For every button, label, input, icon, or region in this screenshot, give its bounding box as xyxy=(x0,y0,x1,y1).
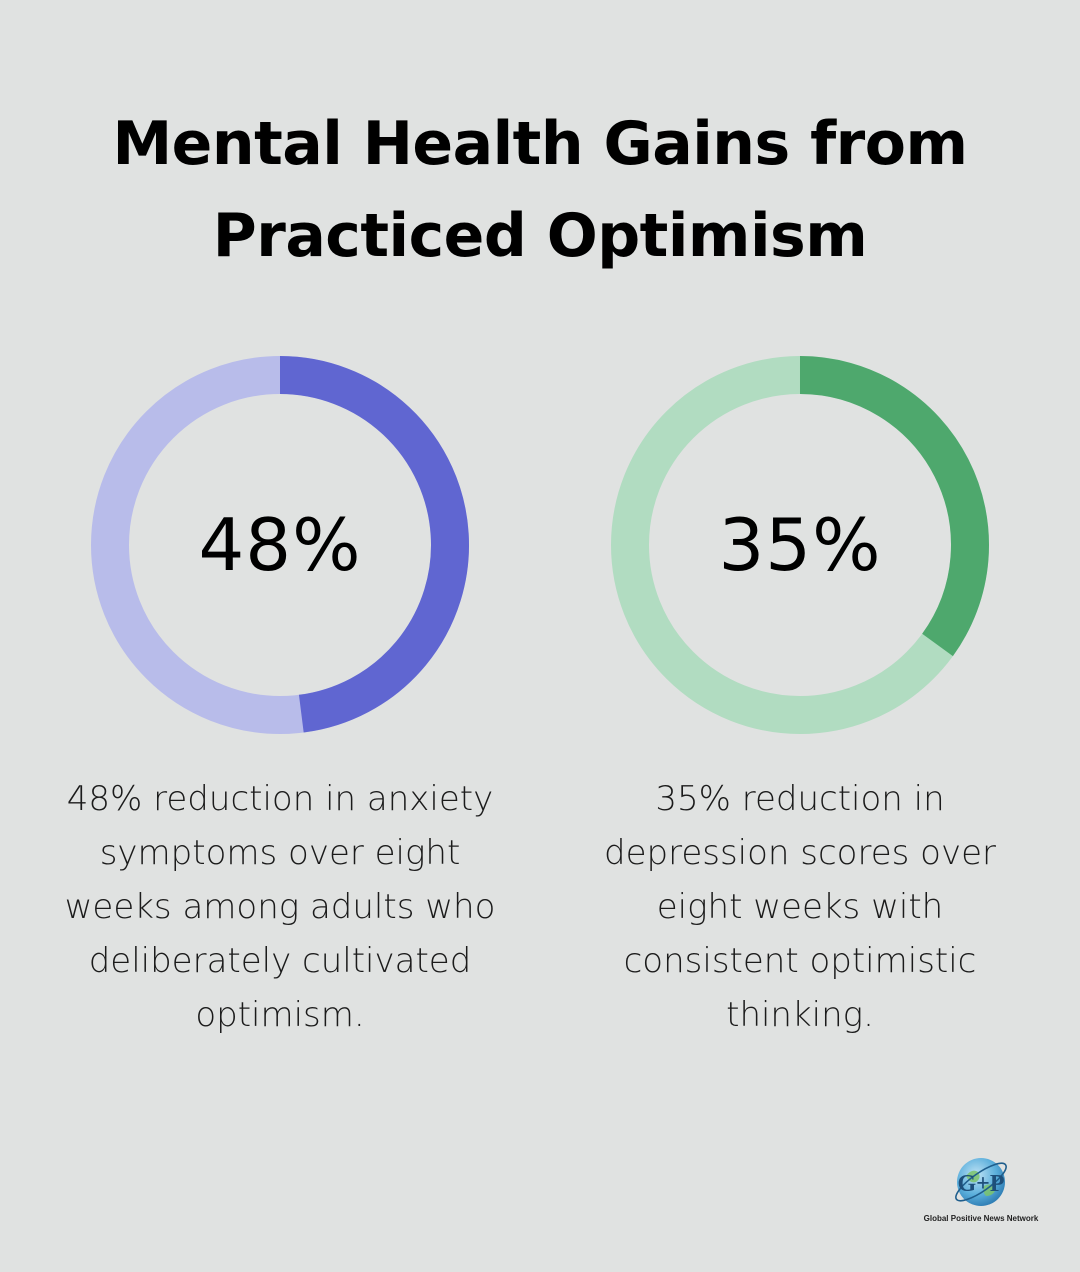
logo-mark: G+P xyxy=(957,1171,1004,1197)
anxiety-description: 48% reduction in anxiety symptoms over e… xyxy=(40,772,520,1042)
anxiety-description-line: weeks among adults who xyxy=(64,887,496,927)
anxiety-description-line: 48% reduction in anxiety xyxy=(66,779,494,819)
anxiety-description-line: optimism. xyxy=(195,995,365,1035)
anxiety-description-line: deliberately cultivated xyxy=(88,941,472,981)
globe-logo-icon: G+P xyxy=(955,1158,1007,1206)
logo-text: Global Positive News Network xyxy=(923,1214,1039,1223)
brand-logo: G+P Global Positive News Network xyxy=(916,1150,1046,1230)
anxiety-donut-arc xyxy=(279,356,469,733)
depression-description-line: consistent optimistic xyxy=(623,941,977,981)
depression-description-line: depression scores over xyxy=(604,833,996,873)
depression-donut-chart: 35% xyxy=(610,355,990,735)
title-line-2: Practiced Optimism xyxy=(212,201,868,271)
depression-description: 35% reduction in depression scores over … xyxy=(560,772,1040,1042)
page-title: Mental Health Gains from Practiced Optim… xyxy=(0,98,1080,282)
anxiety-donut-svg xyxy=(91,356,469,734)
depression-description-line: 35% reduction in xyxy=(655,779,945,819)
anxiety-percentage: 48% xyxy=(198,503,362,587)
depression-donut-svg xyxy=(611,356,989,734)
anxiety-donut-chart: 48% xyxy=(90,355,470,735)
depression-percentage: 35% xyxy=(718,503,882,587)
depression-description-line: thinking. xyxy=(726,995,874,1035)
depression-donut-arc xyxy=(799,356,989,657)
title-line-1: Mental Health Gains from xyxy=(112,109,968,179)
depression-description-line: eight weeks with xyxy=(656,887,944,927)
anxiety-description-line: symptoms over eight xyxy=(99,833,461,873)
